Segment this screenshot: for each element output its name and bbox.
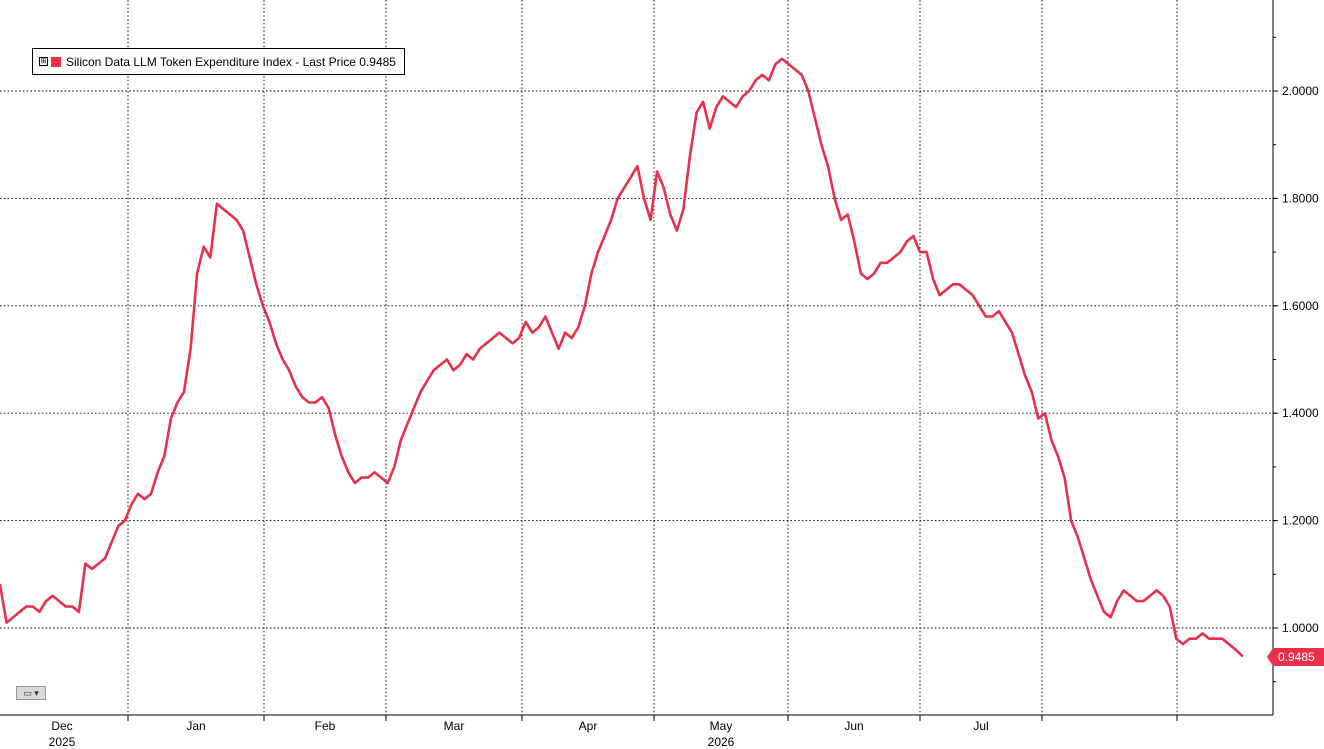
x-tick-labels: Dec 2025 Jan Feb Mar Apr May 2026 Jun Jul (49, 715, 1178, 749)
x-year-label: 2026 (708, 735, 735, 749)
x-tick-label: Apr (579, 719, 598, 733)
x-tick-label: Mar (444, 719, 465, 733)
y-tick-label: 1.6000 (1282, 299, 1319, 313)
line-chart-icon[interactable]: ▭ ▾ (16, 686, 46, 700)
x-tick-label: Feb (315, 719, 336, 733)
x-tick-label: Jul (973, 719, 988, 733)
y-tick-labels: 1.0000 1.2000 1.4000 1.6000 1.8000 2.0000 (1273, 36, 1319, 683)
legend-label: Silicon Data LLM Token Expenditure Index… (66, 54, 396, 69)
grid-lines (0, 0, 1273, 715)
x-tick-label: Dec (51, 719, 72, 733)
x-tick-label: Jan (186, 719, 205, 733)
legend-swatch (51, 56, 61, 67)
y-tick-label: 1.2000 (1282, 514, 1319, 528)
axes (0, 0, 1274, 716)
series-line-silicon-data-index (0, 57, 1244, 657)
y-tick-label: 2.0000 (1282, 84, 1319, 98)
series-layer (0, 57, 1244, 657)
expand-icon[interactable]: ⊞ (39, 57, 48, 66)
y-tick-label: 1.4000 (1282, 406, 1319, 420)
x-tick-label: Jun (844, 719, 863, 733)
legend[interactable]: ⊞ Silicon Data LLM Token Expenditure Ind… (32, 48, 405, 75)
y-tick-label: 1.0000 (1282, 621, 1319, 635)
last-price-tag: 0.9485 (1267, 648, 1324, 666)
y-tick-label: 1.8000 (1282, 191, 1319, 205)
x-tick-label: May (710, 719, 733, 733)
x-year-label: 2025 (49, 735, 76, 749)
